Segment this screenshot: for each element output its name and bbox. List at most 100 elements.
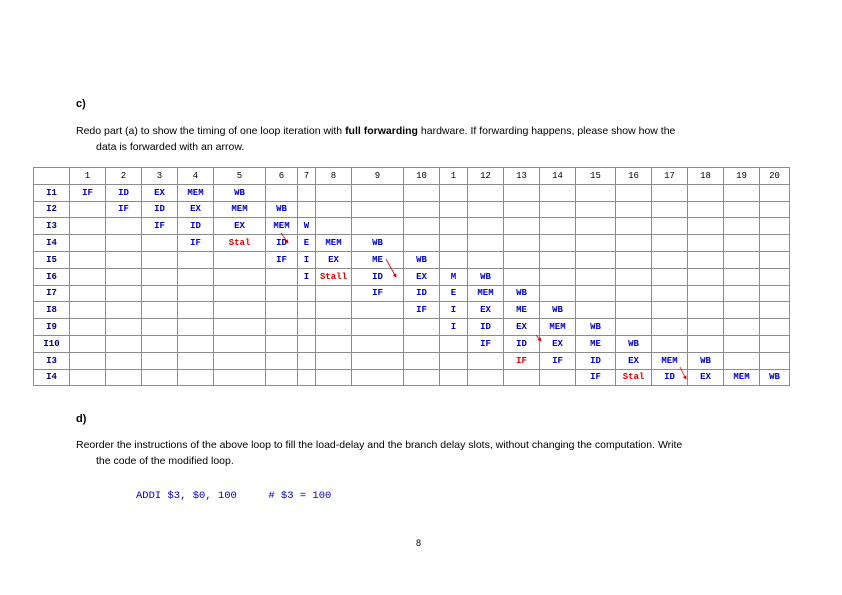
cycle-header: 1 [439,167,468,185]
stage-cell [439,368,468,387]
stage-cell [213,351,266,370]
stage-cell [105,368,142,387]
stage-cell [467,351,504,370]
stage-cell [177,334,214,353]
stage-cell: WB [759,368,790,387]
stage-cell [177,301,214,320]
stage-cell: IF [69,183,106,202]
stage-cell [69,267,106,286]
instruction-row: I4 IF Stal ID EX MEM WB [33,368,790,387]
stage-cell [177,318,214,336]
stage-cell: I [439,301,468,320]
stage-cell [297,334,316,353]
stage-cell: ID [177,217,214,236]
stage-cell [615,284,652,303]
stage-cell: EX [141,183,178,202]
instruction-row: I3 IF ID EX MEM W [33,217,790,236]
section-d-line1: Reorder the instructions of the above lo… [76,439,683,451]
stage-cell: EX [213,217,266,236]
stage-cell [213,284,266,303]
stage-cell [759,284,790,303]
stage-cell [615,267,652,286]
stage-cell [687,250,724,269]
stage-cell [723,351,760,370]
stage-cell [575,200,616,219]
stage-cell [759,183,790,202]
stage-cell [297,301,316,320]
stage-cell [687,183,724,202]
stage-cell: MEM [723,368,760,387]
stage-cell: IF [177,234,214,252]
instruction-row: I8 IF I EX ME WB [33,301,790,320]
cycle-header: 6 [265,167,298,185]
stage-cell [141,267,178,286]
stage-cell [351,334,404,353]
stage-cell [539,234,576,252]
stage-cell [759,351,790,370]
stage-cell [651,334,688,353]
cycle-header: 15 [575,167,616,185]
stage-cell [403,217,440,236]
stage-cell [351,368,404,387]
stage-cell [503,200,540,219]
cycle-header: 20 [759,167,790,185]
stage-cell [351,200,404,219]
stage-cell: WB [687,351,724,370]
stage-cell [297,284,316,303]
stage-cell [177,368,214,387]
stage-cell [439,351,468,370]
stage-cell: MEM [467,284,504,303]
stage-cell [539,267,576,286]
stage-cell [503,183,540,202]
stage-cell [403,200,440,219]
stage-cell [539,217,576,236]
stage-cell [467,217,504,236]
cycle-header: 7 [297,167,316,185]
section-d-text: Reorder the instructions of the above lo… [76,437,776,469]
stage-cell [297,183,316,202]
instruction-label: I1 [33,183,70,202]
stage-cell [503,234,540,252]
stage-cell: EX [539,334,576,353]
stage-cell [723,267,760,286]
stage-cell [759,217,790,236]
stage-cell [105,217,142,236]
stage-cell: IF [539,351,576,370]
stage-cell [651,301,688,320]
stage-cell [651,250,688,269]
stage-cell [141,284,178,303]
stage-cell [615,234,652,252]
stage-cell [105,334,142,353]
stage-cell [615,301,652,320]
stage-cell: MEM [177,183,214,202]
stage-cell [141,301,178,320]
stage-cell [69,351,106,370]
stage-cell: ID [141,200,178,219]
stage-cell [315,183,352,202]
pipeline-body: I1 IF ID EX MEM WB I2 IF ID EX MEM WB I3 IF ID EX MEM W I4… [33,183,790,387]
stage-cell [403,234,440,252]
stage-cell [141,368,178,387]
stage-cell [315,334,352,353]
stage-cell [503,368,540,387]
stage-cell: WB [351,234,404,252]
stage-cell: ME [351,250,404,269]
stage-cell: IF [265,250,298,269]
stage-cell [213,267,266,286]
stage-cell: I [297,250,316,269]
stage-cell [69,284,106,303]
stage-cell [575,183,616,202]
stage-cell [439,234,468,252]
cycle-header: 12 [467,167,504,185]
stage-cell: MEM [651,351,688,370]
code-line: ADDI $3, $0, 100 # $3 = 100 [136,490,332,502]
stage-cell: ID [651,368,688,387]
stage-cell [575,217,616,236]
section-d-line2: the code of the modified loop. [96,455,234,467]
stage-cell: Stal [615,368,652,387]
stage-cell: EX [615,351,652,370]
stage-cell [403,351,440,370]
cycle-header: 8 [315,167,352,185]
stage-cell: WB [615,334,652,353]
stage-cell [403,318,440,336]
